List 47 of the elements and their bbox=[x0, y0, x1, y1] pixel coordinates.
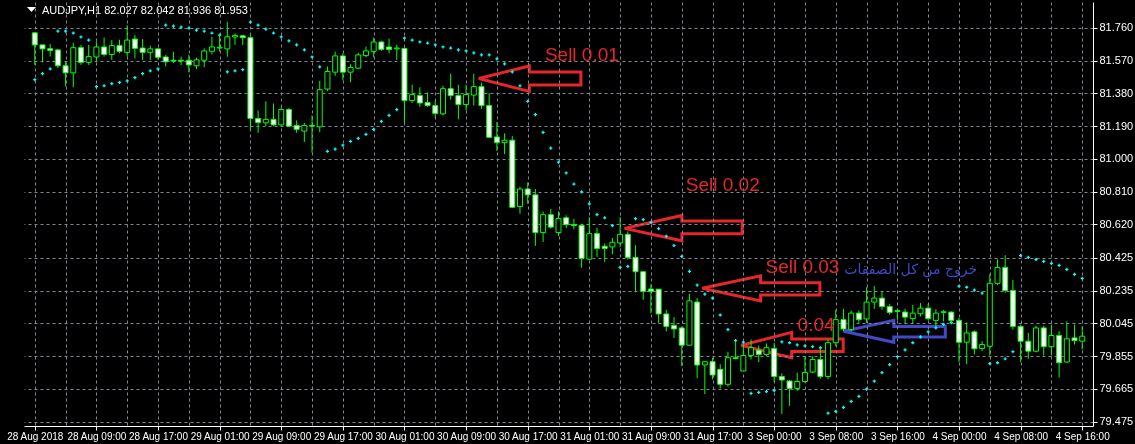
x-tick-label: 30 Aug 01:00 bbox=[375, 430, 435, 442]
x-tick-label: 3 Sep 00:00 bbox=[747, 430, 803, 442]
y-tick-label: 80.425 bbox=[1099, 251, 1134, 264]
y-tick-label: 81.760 bbox=[1099, 21, 1134, 34]
x-tick-label: 29 Aug 09:00 bbox=[252, 430, 312, 442]
candlestick bbox=[955, 317, 962, 363]
x-tick-label: 31 Aug 17:00 bbox=[683, 430, 743, 442]
y-tick-label: 81.000 bbox=[1099, 152, 1134, 165]
x-tick-label: 4 Sep 16:00 bbox=[1055, 430, 1111, 442]
y-tick-label: 80.235 bbox=[1099, 284, 1134, 297]
y-tick-label: 79.475 bbox=[1099, 415, 1134, 428]
annotation: Sell 0.01 bbox=[544, 43, 619, 65]
x-tick-label: 28 Aug 09:00 bbox=[67, 430, 127, 442]
y-tick-label: 81.570 bbox=[1099, 54, 1134, 67]
x-tick-label: 28 Aug 2018 bbox=[7, 430, 64, 442]
annotation: Sell 0.02 bbox=[685, 173, 760, 195]
x-tick-label: 4 Sep 08:00 bbox=[994, 430, 1049, 442]
candlestick bbox=[232, 33, 239, 46]
chart-title: AUDJPY,H1 82.027 82.042 81.936 81.953 bbox=[42, 4, 248, 16]
y-tick-label: 80.810 bbox=[1099, 185, 1134, 198]
candlestick bbox=[309, 114, 316, 154]
candlestick bbox=[1033, 325, 1040, 353]
y-tick-label: 79.855 bbox=[1099, 349, 1134, 362]
y-tick-label: 79.665 bbox=[1099, 382, 1134, 395]
x-tick-label: 30 Aug 09:00 bbox=[437, 430, 497, 442]
annotation: Sell 0.03 bbox=[765, 256, 840, 278]
x-tick-label: 30 Aug 17:00 bbox=[498, 430, 559, 442]
y-tick-label: 81.190 bbox=[1099, 119, 1134, 132]
candlestick bbox=[594, 227, 601, 258]
x-tick-label: 3 Sep 08:00 bbox=[809, 430, 864, 442]
x-tick-label: 29 Aug 17:00 bbox=[313, 430, 374, 442]
candlestick bbox=[748, 338, 755, 360]
x-tick-label: 31 Aug 09:00 bbox=[621, 430, 682, 442]
candlestick bbox=[77, 44, 84, 66]
y-tick-label: 80.620 bbox=[1099, 217, 1134, 230]
x-tick-label: 3 Sep 16:00 bbox=[870, 430, 926, 442]
y-tick-label: 81.380 bbox=[1099, 86, 1134, 99]
annotation: خروج من كل الصفقات bbox=[844, 261, 978, 279]
x-tick-label: 28 Aug 17:00 bbox=[129, 430, 189, 442]
x-tick-label: 29 Aug 01:00 bbox=[190, 430, 251, 442]
candlestick bbox=[516, 186, 523, 215]
candlestick bbox=[671, 316, 678, 339]
x-tick-label: 4 Sep 00:00 bbox=[932, 430, 987, 442]
candlestick bbox=[878, 290, 885, 311]
y-tick-label: 80.045 bbox=[1099, 316, 1134, 329]
candlestick bbox=[801, 355, 808, 384]
x-tick-label: 31 Aug 01:00 bbox=[560, 430, 620, 442]
